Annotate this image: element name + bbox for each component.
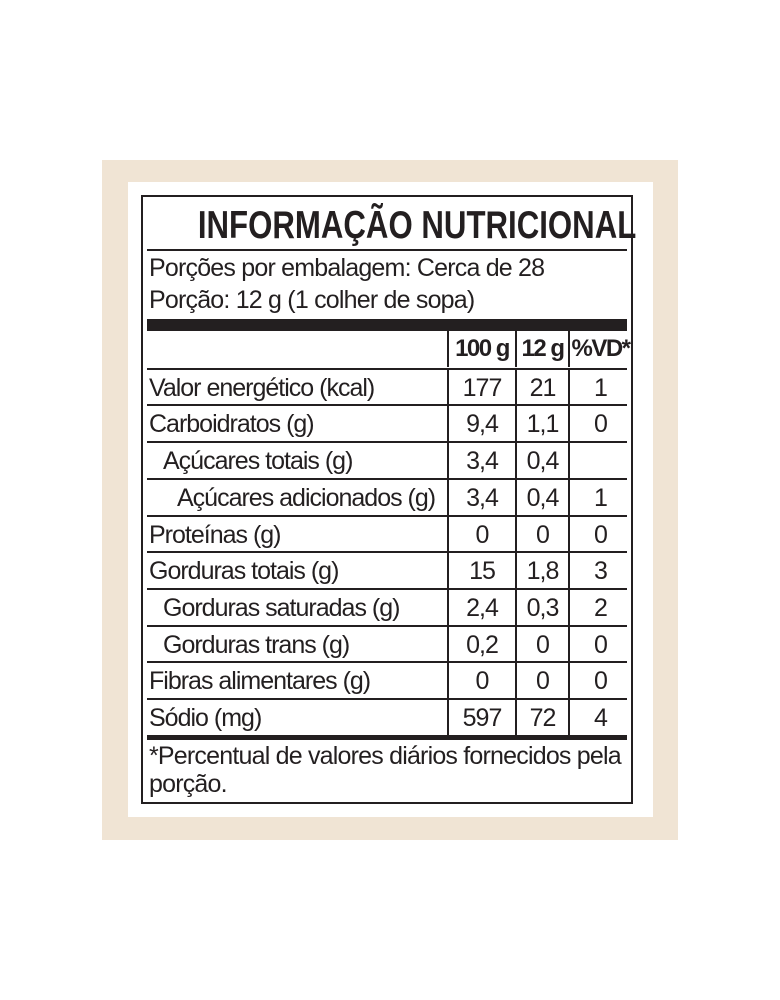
thick-divider <box>147 319 627 331</box>
header-label <box>149 331 443 367</box>
table-row: Gorduras saturadas (g) 2,4 0,3 2 <box>147 587 627 626</box>
value-serving: 0 <box>515 516 568 553</box>
value-100g: 0 <box>447 516 515 553</box>
value-100g: 15 <box>447 553 515 590</box>
table-row: Açúcares totais (g) 3,4 0,4 <box>147 441 627 480</box>
header-vd: %VD* <box>568 331 631 367</box>
value-100g: 177 <box>447 369 515 406</box>
nutrient-label: Valor energético (kcal) <box>149 373 375 402</box>
value-serving: 21 <box>515 369 568 406</box>
nutrient-label: Proteínas (g) <box>149 520 282 549</box>
value-vd: 0 <box>568 406 631 443</box>
value-serving: 0,3 <box>515 589 568 626</box>
value-vd: 4 <box>568 700 631 736</box>
value-serving: 0 <box>515 626 568 663</box>
nutrient-label: Gorduras trans (g) <box>163 630 350 659</box>
thick-divider-bottom <box>147 735 627 740</box>
table-title: INFORMAÇÃO NUTRICIONAL <box>143 201 637 251</box>
value-100g: 2,4 <box>447 589 515 626</box>
value-vd: 2 <box>568 589 631 626</box>
value-vd: 0 <box>568 516 631 553</box>
value-100g: 0 <box>447 663 515 700</box>
value-serving: 1,8 <box>515 553 568 590</box>
value-100g: 3,4 <box>447 479 515 516</box>
value-vd: 3 <box>568 553 631 590</box>
table-row: Açúcares adicionados (g) 3,4 0,4 1 <box>147 477 627 516</box>
header-12g: 12 g <box>515 331 568 367</box>
value-vd: 1 <box>568 479 631 516</box>
table-row: Fibras alimentares (g) 0 0 0 <box>147 661 627 700</box>
table-row: Sódio (mg) 597 72 4 <box>147 698 627 736</box>
nutrition-table: INFORMAÇÃO NUTRICIONAL Porções por embal… <box>141 195 637 804</box>
value-100g: 597 <box>447 700 515 736</box>
nutrient-label: Carboidratos (g) <box>149 410 315 439</box>
value-serving: 0,4 <box>515 443 568 480</box>
value-vd <box>568 443 631 480</box>
table-row: Proteínas (g) 0 0 0 <box>147 514 627 553</box>
nutrient-label: Açúcares totais (g) <box>163 447 353 476</box>
value-vd: 0 <box>568 663 631 700</box>
value-serving: 72 <box>515 700 568 736</box>
value-100g: 9,4 <box>447 406 515 443</box>
footnote: *Percentual de valores diários fornecido… <box>149 742 622 798</box>
table-row: Gorduras totais (g) 15 1,8 3 <box>147 551 627 590</box>
value-100g: 3,4 <box>447 443 515 480</box>
nutrient-label: Fibras alimentares (g) <box>149 667 371 696</box>
nutrient-label: Gorduras saturadas (g) <box>163 593 400 622</box>
nutrient-label: Açúcares adicionados (g) <box>177 483 436 512</box>
header-row: 100 g 12 g %VD* <box>147 331 631 367</box>
table-row: Carboidratos (g) 9,4 1,1 0 <box>147 404 627 443</box>
title-text: INFORMAÇÃO NUTRICIONAL <box>197 204 637 247</box>
table-row: Valor energético (kcal) 177 21 1 <box>147 367 627 406</box>
divider <box>147 249 627 251</box>
value-serving: 0 <box>515 663 568 700</box>
label-inner-panel <box>128 182 653 817</box>
value-serving: 1,1 <box>515 406 568 443</box>
header-100g: 100 g <box>447 331 515 367</box>
value-vd: 0 <box>568 626 631 663</box>
nutrient-label: Gorduras totais (g) <box>149 557 339 586</box>
value-serving: 0,4 <box>515 479 568 516</box>
nutrient-label: Sódio (mg) <box>149 704 262 732</box>
table-row: Gorduras trans (g) 0,2 0 0 <box>147 624 627 663</box>
servings-per-package: Porções por embalagem: Cerca de 28 <box>149 254 545 282</box>
value-100g: 0,2 <box>447 626 515 663</box>
serving-size: Porção: 12 g (1 colher de sopa) <box>149 286 475 314</box>
value-vd: 1 <box>568 369 631 406</box>
